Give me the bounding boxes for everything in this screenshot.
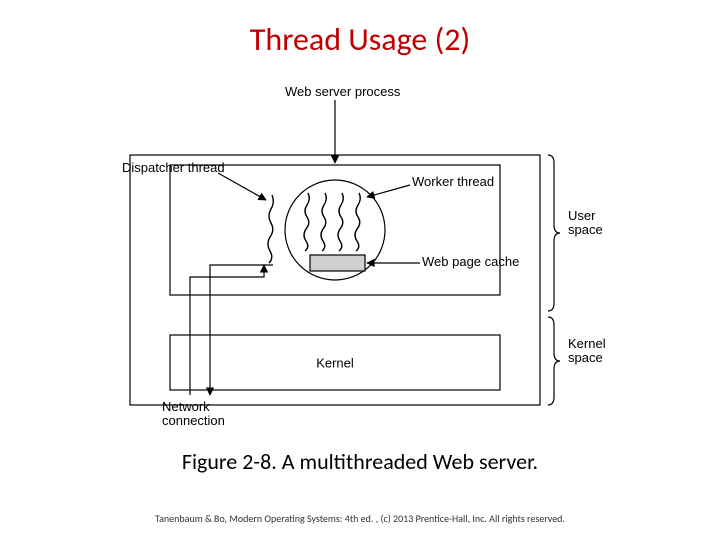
copyright-footer: Tanenbaum & Bo, Modern Operating Systems… [0,512,720,525]
worker-label: Worker thread [412,175,494,189]
network-label: Network connection [162,400,225,429]
cache-label: Web page cache [422,255,519,269]
svg-text:Kernel: Kernel [316,356,354,371]
diagram-svg: KernelUserspaceKernelspace [110,95,620,415]
svg-text:Kernel: Kernel [568,336,606,351]
process-label: Web server process [285,85,400,99]
diagram-area: KernelUserspaceKernelspace Web server pr… [110,95,620,415]
dispatcher-label: Dispatcher thread [122,161,225,175]
svg-text:space: space [568,350,603,365]
svg-text:User: User [568,208,596,223]
svg-text:space: space [568,222,603,237]
figure-caption: Figure 2-8. A multithreaded Web server. [0,448,720,475]
page-title: Thread Usage (2) [0,20,720,59]
